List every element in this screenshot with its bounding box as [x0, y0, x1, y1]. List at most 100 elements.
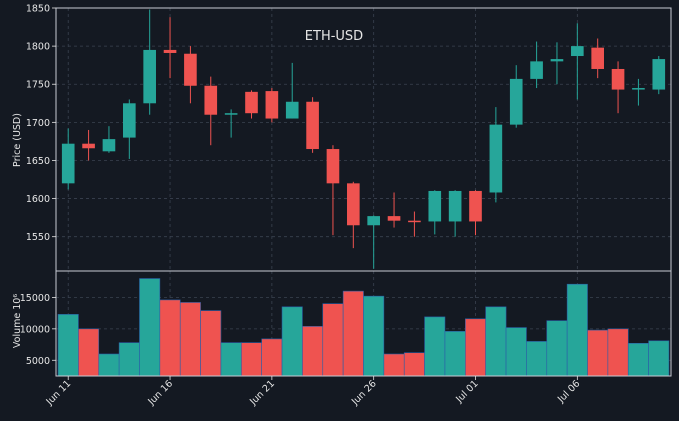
- candle-body: [265, 91, 279, 119]
- candle: [102, 126, 116, 153]
- volume-bar: [383, 353, 405, 377]
- volume-bar: [139, 278, 161, 377]
- volume-bar: [241, 342, 262, 377]
- candle-body: [652, 59, 666, 90]
- volume-bar: [200, 310, 222, 377]
- volume-bar: [566, 283, 588, 377]
- volume-bar: [322, 303, 344, 377]
- candle: [469, 190, 482, 236]
- candle: [367, 215, 380, 269]
- candle-body: [611, 68, 625, 90]
- candle: [428, 190, 442, 235]
- candle: [448, 190, 462, 237]
- volume-bar: [403, 352, 425, 377]
- volume-bar: [342, 290, 364, 377]
- volume-bar: [505, 327, 527, 377]
- candle: [61, 128, 75, 190]
- candle-body: [408, 220, 421, 223]
- candle-body: [591, 47, 605, 69]
- candle-body: [204, 85, 218, 115]
- candle: [652, 56, 666, 95]
- volume-bar: [57, 314, 79, 377]
- volume-tick-label: 5000: [26, 356, 50, 367]
- volume-bar: [220, 342, 242, 377]
- volume-bar: [302, 326, 324, 377]
- candle: [122, 99, 136, 159]
- candle-body: [143, 49, 156, 104]
- candle: [326, 145, 340, 236]
- candle-body: [571, 46, 584, 57]
- volume-bar: [587, 329, 609, 377]
- candle-body: [163, 49, 177, 53]
- volume-bar: [648, 340, 670, 377]
- candle-body: [82, 143, 95, 149]
- candle-body: [530, 61, 543, 79]
- candle-body: [367, 216, 380, 226]
- candle-body: [347, 183, 360, 226]
- price-tick-label: 1600: [26, 194, 50, 205]
- volume-series: [57, 278, 670, 377]
- volume-bar: [444, 331, 466, 377]
- candle: [571, 23, 584, 100]
- candle-body: [61, 143, 75, 184]
- candle-body: [489, 124, 503, 193]
- candle: [550, 42, 564, 85]
- price-tick-label: 1650: [26, 156, 50, 167]
- volume-bar: [98, 353, 120, 377]
- candle: [143, 9, 156, 115]
- price-tick-label: 1800: [26, 42, 50, 53]
- candle-body: [224, 113, 238, 115]
- candle-body: [306, 101, 319, 150]
- price-tick-label: 1750: [26, 80, 50, 91]
- candle: [611, 61, 625, 114]
- candle-body: [448, 190, 462, 222]
- candle-body: [326, 149, 340, 184]
- candlestick-series: [61, 9, 666, 269]
- volume-axis-label: Volume 10⁶: [12, 294, 23, 348]
- volume-bar: [261, 338, 283, 377]
- candle-body: [550, 59, 564, 62]
- candle: [530, 41, 543, 89]
- candle-body: [632, 88, 645, 90]
- price-axis-label: Price (USD): [12, 113, 23, 167]
- volume-bar: [179, 302, 201, 377]
- candle: [245, 90, 258, 119]
- volume-bar: [159, 299, 181, 377]
- candle-body: [122, 103, 136, 138]
- candle-body: [102, 139, 116, 152]
- volume-tick-label: 10000: [20, 324, 50, 335]
- candle-body: [428, 190, 442, 222]
- price-tick-label: 1700: [26, 118, 50, 129]
- volume-y-axis: 5000 10000 15000: [20, 293, 56, 367]
- candle-body: [469, 190, 482, 222]
- volume-bar: [465, 318, 486, 377]
- volume-bar: [78, 328, 100, 377]
- candle: [204, 76, 218, 146]
- price-y-axis: 1550 1600 1650 1700 1750 1800 1850: [26, 4, 56, 243]
- candle-body: [387, 216, 401, 221]
- volume-bar: [281, 306, 303, 377]
- candle: [408, 211, 421, 237]
- candle: [82, 129, 95, 161]
- chart-title: ETH-USD: [305, 29, 363, 44]
- price-tick-label: 1850: [26, 4, 50, 15]
- candle: [163, 17, 177, 79]
- candle: [509, 65, 523, 128]
- candle: [347, 181, 360, 249]
- candle: [184, 46, 197, 104]
- volume-tick-label: 15000: [20, 293, 50, 304]
- candle-body: [509, 78, 523, 125]
- volume-bar: [546, 320, 568, 377]
- volume-bar: [363, 295, 385, 377]
- candle: [489, 107, 503, 203]
- volume-bar: [485, 306, 507, 377]
- candle-body: [285, 101, 299, 119]
- volume-bar: [424, 316, 446, 377]
- candle-body: [184, 53, 197, 86]
- volume-bar: [607, 328, 629, 377]
- candle: [265, 88, 279, 123]
- volume-panel-frame: [55, 270, 672, 377]
- candle: [591, 38, 605, 79]
